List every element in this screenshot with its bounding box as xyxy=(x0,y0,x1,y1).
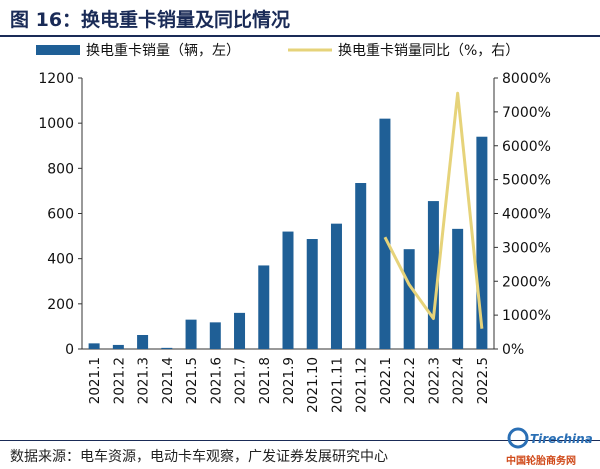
bar-2021.9 xyxy=(282,231,294,349)
watermark-logo: Tirechina xyxy=(507,427,593,449)
x-tick-label: 2021.9 xyxy=(281,357,297,404)
legend-bar-swatch xyxy=(36,45,80,55)
bar-2021.10 xyxy=(306,239,318,349)
x-tick-label: 2022.5 xyxy=(475,357,491,404)
title-bar: 图 16：换电重卡销量及同比情况 xyxy=(0,0,600,36)
legend-bar-label: 换电重卡销量（辆，左） xyxy=(86,42,240,59)
x-tick-label: 2022.1 xyxy=(378,357,394,404)
x-tick-labels: 2021.1 2021.2 2021.3 2021.4 2021.5 2021.6 2021… xyxy=(87,357,491,413)
x-tick-label: 2021.11 xyxy=(329,357,345,413)
bottom-rule xyxy=(0,440,600,441)
x-tick-label: 2021.2 xyxy=(111,357,127,404)
watermark-text: 中国轮胎商务网 xyxy=(506,456,576,467)
x-tick-label: 2021.1 xyxy=(87,357,103,404)
right-tick-label: 6000% xyxy=(502,139,551,155)
bar-2021.12 xyxy=(355,183,367,349)
x-tick-label: 2022.2 xyxy=(402,357,418,404)
bar-2021.7 xyxy=(234,312,246,349)
left-tick-label: 1000 xyxy=(38,116,74,132)
bar-2021.8 xyxy=(258,265,270,349)
right-tick-label: 0% xyxy=(502,342,524,358)
watermark-brand: Tirechina xyxy=(530,432,593,446)
figure-title: 图 16：换电重卡销量及同比情况 xyxy=(10,9,291,31)
x-tick-label: 2022.3 xyxy=(426,357,442,404)
watermark: Tirechina 中国轮胎商务网 xyxy=(496,426,596,467)
bar-2022.2 xyxy=(403,249,415,349)
bar-2021.1 xyxy=(88,343,100,349)
x-tick-label: 2021.3 xyxy=(136,357,152,404)
bar-2021.2 xyxy=(112,344,124,349)
bar-series xyxy=(88,118,488,350)
bar-2021.3 xyxy=(137,334,149,349)
right-tick-label: 3000% xyxy=(502,240,551,256)
legend: 换电重卡销量（辆，左） 换电重卡销量同比（%，右） xyxy=(36,42,519,59)
source-note: 数据来源：电车资源，电动卡车观察，广发证券发展研究中心 xyxy=(10,449,388,465)
left-tick-label: 200 xyxy=(47,297,74,313)
x-tick-label: 2021.10 xyxy=(305,357,321,413)
bar-2021.4 xyxy=(161,347,173,349)
title-rule xyxy=(0,35,600,37)
bar-2021.6 xyxy=(209,322,221,349)
x-tick-label: 2021.6 xyxy=(208,357,224,404)
bar-2021.5 xyxy=(185,319,197,349)
bar-2022.1 xyxy=(379,118,391,350)
left-tick-label: 0 xyxy=(65,342,74,358)
left-tick-label: 600 xyxy=(47,207,74,223)
bar-2022.5 xyxy=(476,136,488,349)
bar-2021.11 xyxy=(330,223,342,349)
x-tick-label: 2021.4 xyxy=(160,357,176,404)
right-tick-label: 4000% xyxy=(502,207,551,223)
right-tick-label: 2000% xyxy=(502,274,551,290)
x-tick-label: 2021.7 xyxy=(233,357,249,404)
right-tick-label: 7000% xyxy=(502,105,551,121)
right-tick-label: 5000% xyxy=(502,173,551,189)
x-tick-label: 2021.5 xyxy=(184,357,200,404)
x-tick-label: 2022.4 xyxy=(451,357,467,404)
left-tick-label: 400 xyxy=(47,252,74,268)
axes: 0 200 400 600 800 1000 1200 0% 1000% 2000% 3000% 40… xyxy=(38,71,551,358)
bar-2022.3 xyxy=(427,201,439,349)
left-tick-label: 800 xyxy=(47,161,74,177)
x-tick-label: 2021.8 xyxy=(257,357,273,404)
chart: 换电重卡销量（辆，左） 换电重卡销量同比（%，右） 0 200 400 600 800 10… xyxy=(36,42,551,413)
right-tick-label: 1000% xyxy=(502,308,551,324)
left-tick-label: 1200 xyxy=(38,71,74,87)
right-tick-label: 8000% xyxy=(502,71,551,87)
x-tick-label: 2021.12 xyxy=(354,357,370,413)
legend-line-label: 换电重卡销量同比（%，右） xyxy=(338,42,519,59)
line-series xyxy=(383,91,484,329)
bar-2022.4 xyxy=(452,228,464,349)
